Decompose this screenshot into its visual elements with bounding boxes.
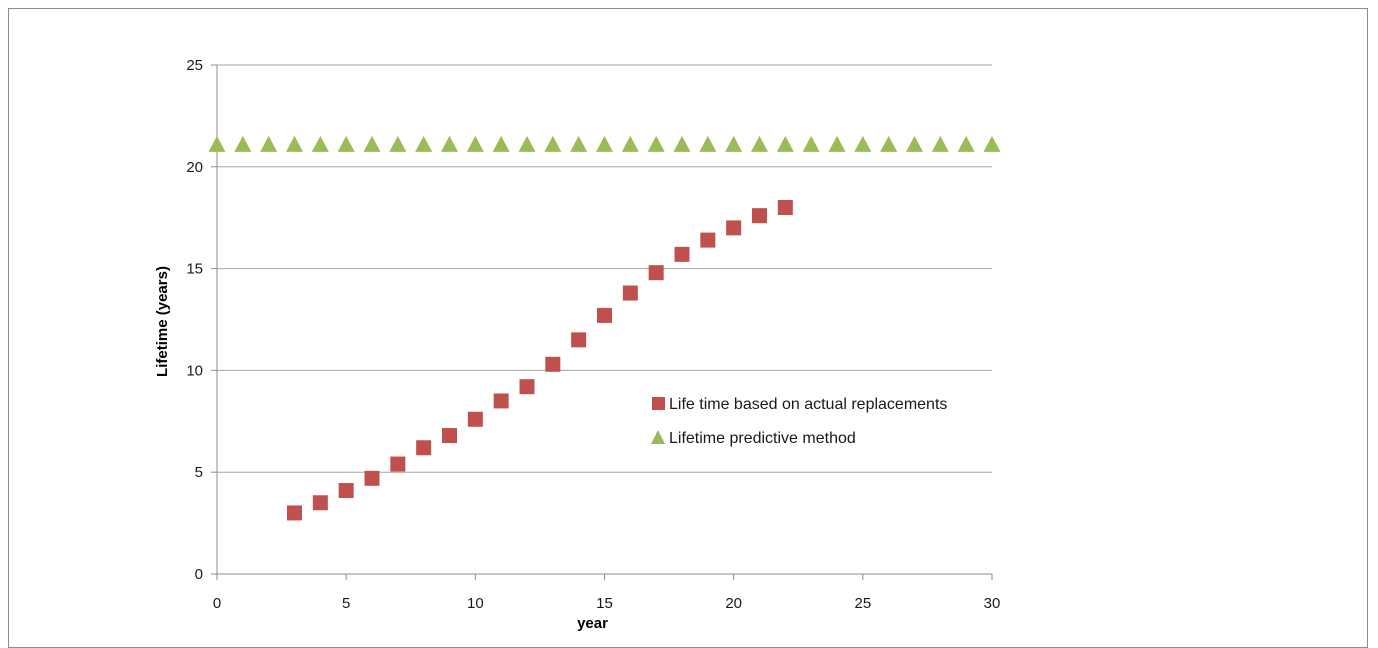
data-point-square [752, 208, 767, 224]
data-point-square [493, 393, 509, 409]
data-point-triangle [208, 135, 226, 152]
data-point-square [648, 265, 664, 281]
chart-svg: 0 5 10 15 20 25 0 5 10 15 20 25 30 year Lifetime (ye… [154, 57, 1001, 632]
data-point-triangle [957, 135, 975, 152]
data-point-triangle [647, 135, 665, 152]
legend-marker-square [652, 397, 665, 410]
legend-label-predictive-method: Lifetime predictive method [669, 430, 856, 447]
data-point-square [338, 483, 354, 499]
data-point-triangle [415, 135, 433, 152]
x-tick-label: 30 [984, 595, 1001, 612]
data-point-square [674, 246, 690, 262]
data-point-square [312, 495, 328, 511]
data-point-square [519, 379, 535, 395]
data-point-square [364, 470, 380, 486]
data-point-square [571, 332, 587, 348]
y-tick-label: 15 [186, 261, 203, 278]
data-point-square [467, 411, 483, 427]
x-tick-label: 15 [596, 595, 613, 612]
data-point-triangle [311, 135, 329, 152]
chart-frame [8, 8, 1368, 648]
x-tick-label: 0 [213, 595, 221, 612]
data-point-triangle [776, 135, 794, 152]
data-point-triangle [725, 135, 743, 152]
data-point-triangle [337, 135, 355, 152]
data-point-triangle [544, 135, 562, 152]
data-point-square [777, 200, 793, 216]
data-point-square [622, 285, 638, 301]
data-point-square [287, 505, 302, 521]
data-point-triangle [673, 135, 691, 152]
data-point-triangle [621, 135, 639, 152]
data-point-triangle [518, 135, 536, 152]
data-point-triangle [931, 135, 949, 152]
x-tick-label: 5 [342, 595, 350, 612]
data-point-triangle [751, 135, 768, 152]
y-tick-label: 25 [186, 57, 203, 74]
data-point-triangle [983, 135, 1001, 152]
data-point-triangle [466, 135, 484, 152]
data-point-triangle [286, 135, 303, 152]
data-point-square [700, 232, 716, 248]
x-tick-label: 20 [725, 595, 742, 612]
y-tick-label: 20 [186, 159, 203, 176]
grid-lines [217, 64, 992, 473]
data-point-triangle [699, 135, 717, 152]
x-tick-label: 25 [854, 595, 871, 612]
legend-label-actual-replacements: Life time based on actual replacements [669, 396, 947, 413]
y-tick-label: 5 [195, 464, 203, 481]
data-point-triangle [260, 135, 278, 152]
data-point-square [597, 307, 612, 323]
data-point-triangle [570, 135, 588, 152]
data-point-triangle [234, 135, 252, 152]
data-point-triangle [492, 135, 510, 152]
y-tick-label: 0 [195, 566, 203, 583]
data-point-triangle [854, 135, 872, 152]
data-point-square [390, 456, 406, 472]
data-point-triangle [363, 135, 381, 152]
data-point-square [416, 440, 432, 456]
data-point-triangle [828, 135, 846, 152]
y-tick-label: 10 [186, 362, 203, 379]
data-point-triangle [389, 135, 407, 152]
legend-marker-triangle [651, 430, 665, 444]
x-tick-label: 10 [467, 595, 484, 612]
data-point-triangle [596, 135, 613, 152]
data-point-triangle [441, 135, 458, 152]
data-point-triangle [906, 135, 923, 152]
y-axis-title: Lifetime (years) [154, 266, 171, 377]
data-point-square [545, 356, 561, 372]
data-point-square [442, 428, 457, 444]
legend: Life time based on actual replacements L… [651, 396, 947, 447]
series-actual-replacements [287, 200, 793, 521]
data-series [208, 135, 1001, 521]
data-point-triangle [880, 135, 898, 152]
tick-labels: 0 5 10 15 20 25 0 5 10 15 20 25 30 [186, 57, 1000, 612]
x-axis-title: year [577, 615, 608, 632]
data-point-triangle [802, 135, 820, 152]
series-predictive-method [208, 135, 1001, 152]
data-point-square [726, 220, 742, 236]
